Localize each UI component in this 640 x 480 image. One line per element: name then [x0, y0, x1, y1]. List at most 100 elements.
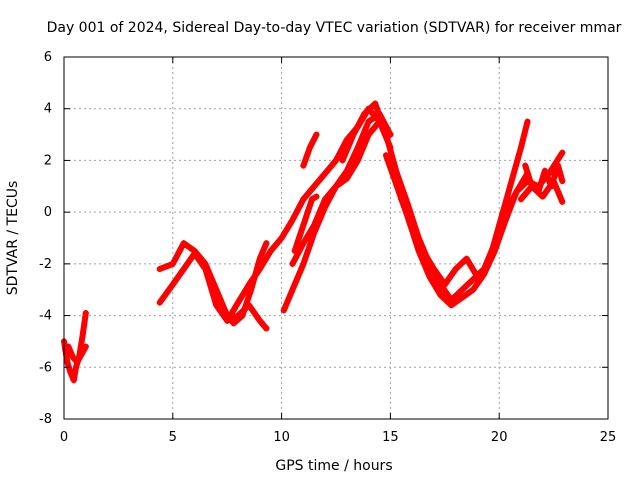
y-tick-label: 0 [44, 205, 52, 220]
data-point [470, 276, 477, 283]
data-point [309, 196, 316, 203]
data-point [311, 222, 318, 229]
data-point [304, 209, 311, 216]
data-point [235, 299, 242, 306]
data-point [300, 240, 307, 247]
data-point [528, 183, 535, 190]
data-point [296, 235, 303, 241]
data-point [383, 152, 390, 159]
data-point [280, 307, 287, 314]
data-point [343, 175, 350, 182]
data-point [311, 183, 318, 190]
data-point [354, 157, 361, 164]
data-point [300, 260, 307, 267]
x-tick-label: 15 [382, 430, 399, 445]
data-point [409, 222, 416, 229]
y-tick-label: -4 [39, 309, 52, 324]
data-point [393, 183, 400, 190]
data-point [507, 183, 514, 190]
series-arc-12 [398, 118, 531, 288]
data-point [82, 309, 89, 316]
x-tick-label: 20 [491, 430, 508, 445]
data-point [437, 291, 444, 298]
data-point [267, 247, 274, 254]
data-point [513, 188, 520, 195]
x-tick-label: 10 [273, 430, 290, 445]
x-tick-label: 25 [600, 430, 617, 445]
data-point [289, 216, 296, 223]
data-point [459, 294, 466, 301]
data-point [300, 196, 307, 203]
data-point [256, 255, 263, 262]
data-point [72, 364, 79, 371]
data-point [372, 100, 379, 107]
data-point [322, 196, 329, 203]
x-axis-title: GPS time / hours [275, 458, 392, 474]
data-point [64, 359, 71, 366]
data-point [235, 312, 242, 319]
data-point [180, 240, 187, 247]
data-point [169, 260, 176, 267]
y-tick-label: -8 [39, 412, 52, 427]
ticks: 0 5 10 15 20 25 -8 -6 -4 -2 0 2 4 6 [39, 50, 616, 445]
data-point [559, 198, 566, 205]
series-line [289, 118, 394, 267]
y-tick-label: 4 [44, 102, 52, 117]
data-point [69, 353, 76, 360]
data-point [361, 110, 368, 117]
data-point [191, 250, 198, 257]
data-point [470, 286, 477, 293]
grid [64, 57, 608, 419]
data-point [350, 131, 357, 138]
data-point [74, 359, 81, 366]
data-point [213, 302, 220, 309]
series-arc-2 [65, 343, 89, 366]
data-point [333, 157, 339, 164]
series-layer [61, 100, 566, 384]
data-point [300, 162, 307, 169]
data-point [230, 320, 237, 327]
data-point [256, 317, 263, 324]
data-point [313, 131, 320, 138]
data-point [79, 333, 86, 340]
data-point [383, 131, 390, 138]
series-arc-8 [291, 193, 320, 254]
data-point [339, 157, 346, 164]
data-point [517, 196, 524, 203]
data-point [306, 144, 313, 151]
data-point [300, 222, 307, 229]
data-point [522, 162, 529, 169]
data-point [245, 281, 252, 288]
data-point [333, 183, 339, 190]
data-point [463, 255, 470, 262]
data-point [82, 343, 89, 350]
data-point [365, 118, 372, 125]
data-point [156, 266, 163, 273]
data-point [78, 351, 85, 358]
data-point [448, 302, 455, 309]
series-arc-14 [522, 162, 566, 195]
y-tick-label: 2 [44, 153, 52, 168]
y-tick-label: -6 [39, 360, 52, 375]
data-point [65, 343, 72, 350]
y-tick-label: 6 [44, 50, 52, 65]
series-arc-9 [300, 131, 320, 169]
data-point [156, 299, 163, 306]
data-point [245, 302, 252, 309]
data-point [459, 286, 466, 293]
series-arc-1 [61, 309, 89, 384]
data-point [263, 240, 270, 247]
data-point [441, 281, 448, 288]
data-point [559, 178, 566, 185]
data-point [70, 377, 77, 384]
data-point [524, 118, 531, 125]
plot-frame [63, 56, 609, 420]
data-point [67, 369, 74, 376]
data-point [289, 260, 296, 267]
data-point [539, 193, 546, 200]
data-point [554, 162, 561, 169]
series-arc-7 [289, 118, 394, 267]
data-point [354, 144, 361, 151]
